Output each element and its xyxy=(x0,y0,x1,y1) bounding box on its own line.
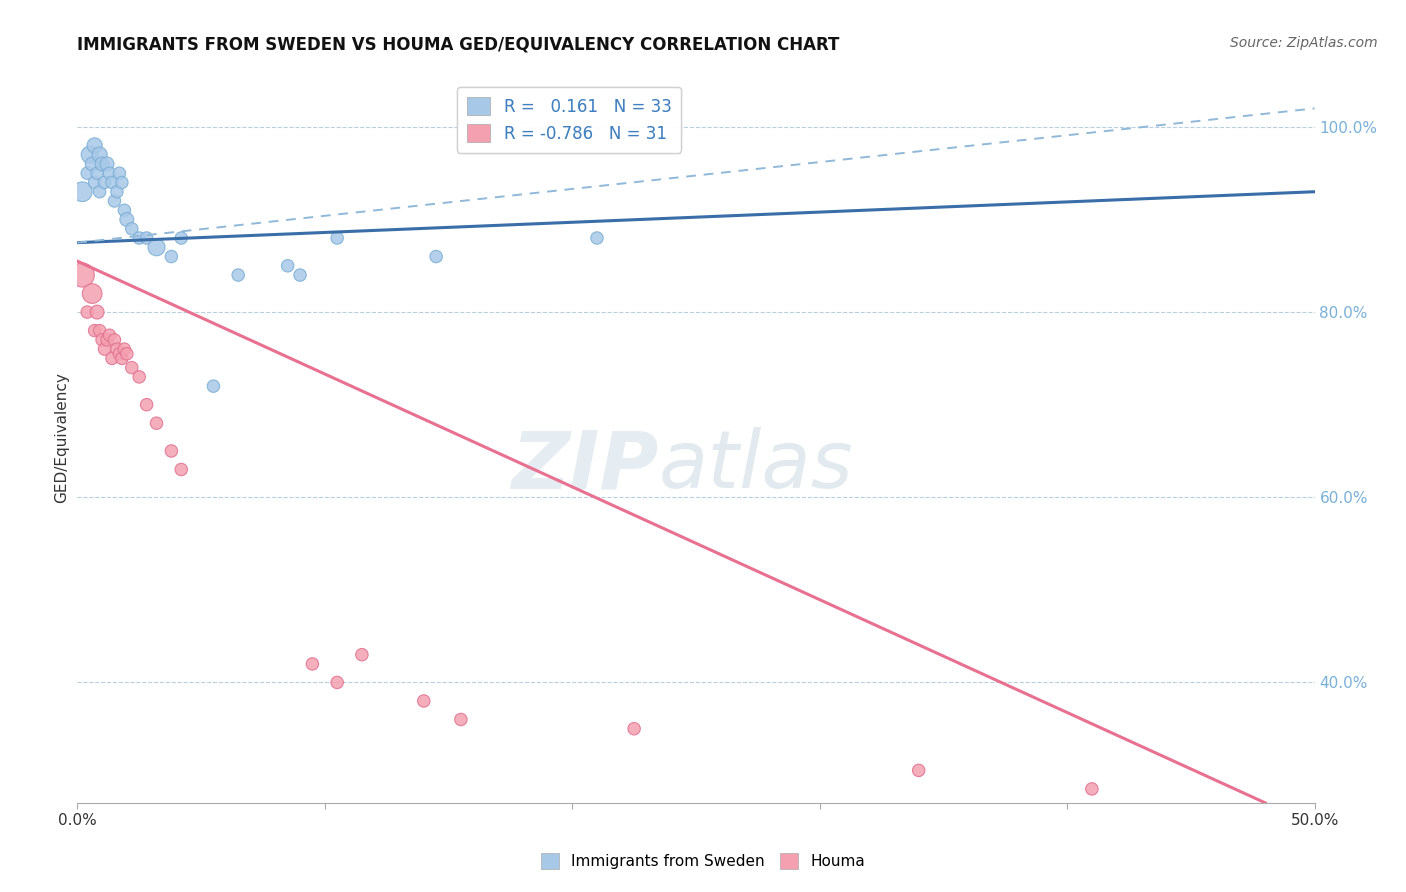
Point xyxy=(89,185,111,199)
Point xyxy=(111,176,134,190)
Point xyxy=(128,231,150,245)
Point xyxy=(135,231,157,245)
Point xyxy=(623,722,645,736)
Point xyxy=(112,203,135,218)
Point xyxy=(425,250,447,264)
Point xyxy=(86,166,108,180)
Point xyxy=(121,221,143,235)
Point xyxy=(108,166,131,180)
Point xyxy=(586,231,609,245)
Point xyxy=(326,675,349,690)
Point xyxy=(135,398,157,412)
Point xyxy=(160,250,183,264)
Point xyxy=(350,648,373,662)
Point xyxy=(93,342,115,356)
Point xyxy=(72,268,94,282)
Point xyxy=(83,324,105,338)
Point xyxy=(301,657,323,671)
Text: Source: ZipAtlas.com: Source: ZipAtlas.com xyxy=(1230,36,1378,50)
Point xyxy=(170,462,193,476)
Point xyxy=(105,342,128,356)
Point xyxy=(91,333,114,347)
Point xyxy=(907,764,929,778)
Point xyxy=(82,157,104,171)
Point xyxy=(160,444,183,458)
Point xyxy=(91,157,114,171)
Point xyxy=(98,328,121,343)
Point xyxy=(1081,781,1104,796)
Point xyxy=(128,370,150,384)
Point xyxy=(93,176,115,190)
Point xyxy=(450,713,472,727)
Point xyxy=(83,176,105,190)
Point xyxy=(412,694,434,708)
Point xyxy=(82,286,104,301)
Point xyxy=(89,147,111,161)
Point xyxy=(98,166,121,180)
Point xyxy=(277,259,299,273)
Point xyxy=(89,324,111,338)
Text: ZIP: ZIP xyxy=(512,427,659,506)
Point xyxy=(115,212,138,227)
Point xyxy=(96,333,118,347)
Point xyxy=(112,342,135,356)
Point xyxy=(103,333,125,347)
Point xyxy=(145,416,167,430)
Point xyxy=(326,231,349,245)
Point xyxy=(108,347,131,361)
Y-axis label: GED/Equivalency: GED/Equivalency xyxy=(53,372,69,502)
Text: IMMIGRANTS FROM SWEDEN VS HOUMA GED/EQUIVALENCY CORRELATION CHART: IMMIGRANTS FROM SWEDEN VS HOUMA GED/EQUI… xyxy=(77,36,839,54)
Point xyxy=(83,138,105,153)
Point xyxy=(288,268,311,282)
Point xyxy=(226,268,249,282)
Point xyxy=(101,351,124,366)
Point xyxy=(96,157,118,171)
Point xyxy=(105,185,128,199)
Point xyxy=(86,305,108,319)
Point xyxy=(103,194,125,208)
Text: atlas: atlas xyxy=(659,427,853,506)
Point xyxy=(101,176,124,190)
Point xyxy=(121,360,143,375)
Legend: R =   0.161   N = 33, R = -0.786   N = 31: R = 0.161 N = 33, R = -0.786 N = 31 xyxy=(457,87,682,153)
Point xyxy=(79,147,101,161)
Legend: Immigrants from Sweden, Houma: Immigrants from Sweden, Houma xyxy=(534,847,872,875)
Point xyxy=(72,185,94,199)
Point xyxy=(145,240,167,254)
Point xyxy=(170,231,193,245)
Point xyxy=(111,351,134,366)
Point xyxy=(76,305,98,319)
Point xyxy=(202,379,225,393)
Point xyxy=(115,347,138,361)
Point xyxy=(76,166,98,180)
